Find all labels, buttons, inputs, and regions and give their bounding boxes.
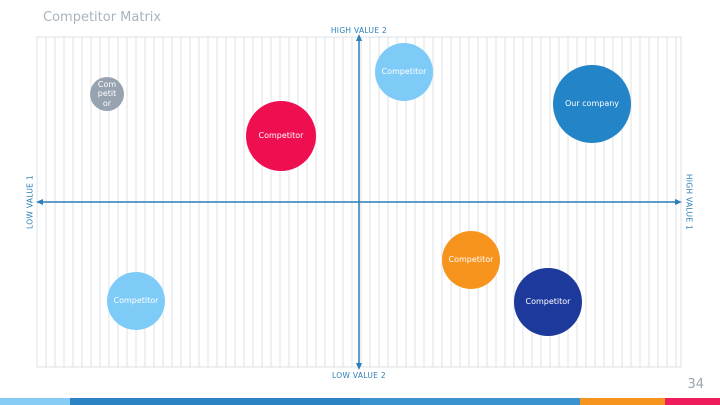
bubble: Competitor bbox=[375, 43, 433, 101]
bubble: Our company bbox=[553, 65, 631, 143]
bubble: Competitor bbox=[514, 268, 582, 336]
page-number: 34 bbox=[687, 377, 704, 392]
axis-label-left: LOW VALUE 1 bbox=[25, 175, 35, 229]
slide-title: Competitor Matrix bbox=[43, 10, 162, 25]
bubble: Competitor bbox=[442, 231, 500, 289]
axis-label-right: HIGH VALUE 1 bbox=[684, 173, 694, 231]
axis-label-bottom: LOW VALUE 2 bbox=[332, 371, 386, 380]
bubble: Competitor bbox=[90, 77, 124, 111]
axis-label-top: HIGH VALUE 2 bbox=[330, 26, 388, 35]
bubble: Competitor bbox=[107, 272, 165, 330]
bubble: Competitor bbox=[246, 101, 316, 171]
